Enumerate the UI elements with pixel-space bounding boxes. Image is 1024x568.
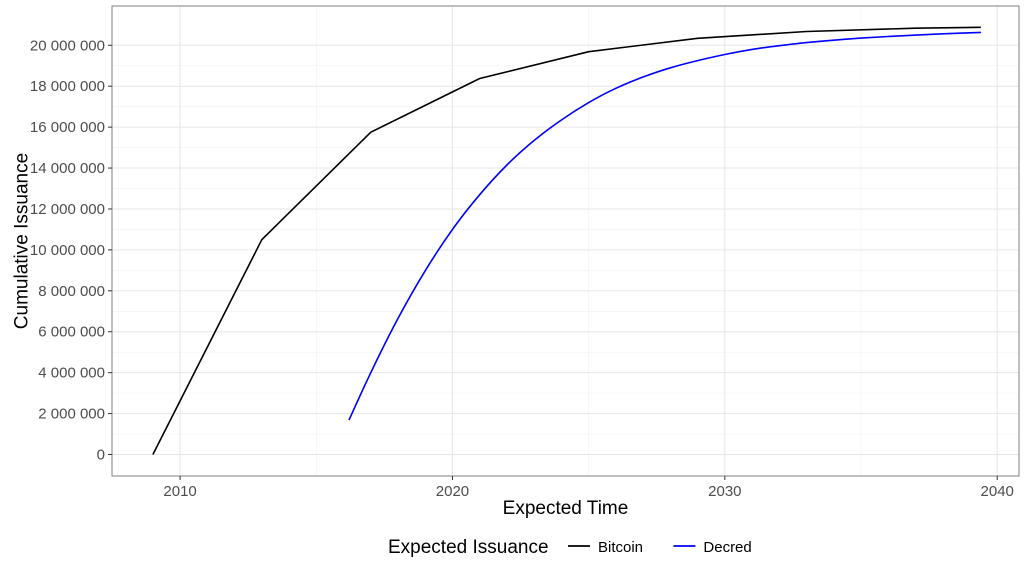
axis-ticks: 0 2 000 000 4 000 000 6 000 000 8 000 000 10 … (30, 37, 1014, 500)
series-lines (152, 26, 981, 455)
x-tick-label: 2030 (708, 483, 741, 500)
legend-label-decred: Decred (703, 539, 751, 556)
legend: Expected Issuance Bitcoin Decred (388, 537, 752, 558)
y-tick-label: 12 000 000 (30, 201, 105, 218)
x-tick-label: 2040 (981, 483, 1014, 500)
series-line-bitcoin (152, 26, 981, 455)
y-tick-label: 0 (97, 447, 105, 464)
y-tick-label: 20 000 000 (30, 37, 105, 54)
y-tick-label: 16 000 000 (30, 119, 105, 136)
y-tick-label: 6 000 000 (38, 324, 105, 341)
x-tick-label: 2020 (436, 483, 469, 500)
y-tick-label: 8 000 000 (38, 283, 105, 300)
y-tick-label: 4 000 000 (38, 365, 105, 382)
legend-label-bitcoin: Bitcoin (598, 539, 643, 556)
y-tick-label: 10 000 000 (30, 242, 105, 259)
x-axis-title: Expected Time (503, 498, 629, 519)
y-tick-label: 18 000 000 (30, 78, 105, 95)
legend-title: Expected Issuance (388, 537, 549, 558)
legend-items: Bitcoin Decred (568, 539, 752, 556)
y-tick-label: 14 000 000 (30, 160, 105, 177)
plot-panel-background (112, 6, 1019, 476)
x-tick-label: 2010 (163, 483, 196, 500)
series-line-decred (348, 31, 981, 421)
y-axis-title: Cumulative Issuance (12, 153, 33, 329)
grid-lines (112, 6, 1019, 476)
plot-panel-border (111, 5, 1020, 477)
y-tick-label: 2 000 000 (38, 406, 105, 423)
